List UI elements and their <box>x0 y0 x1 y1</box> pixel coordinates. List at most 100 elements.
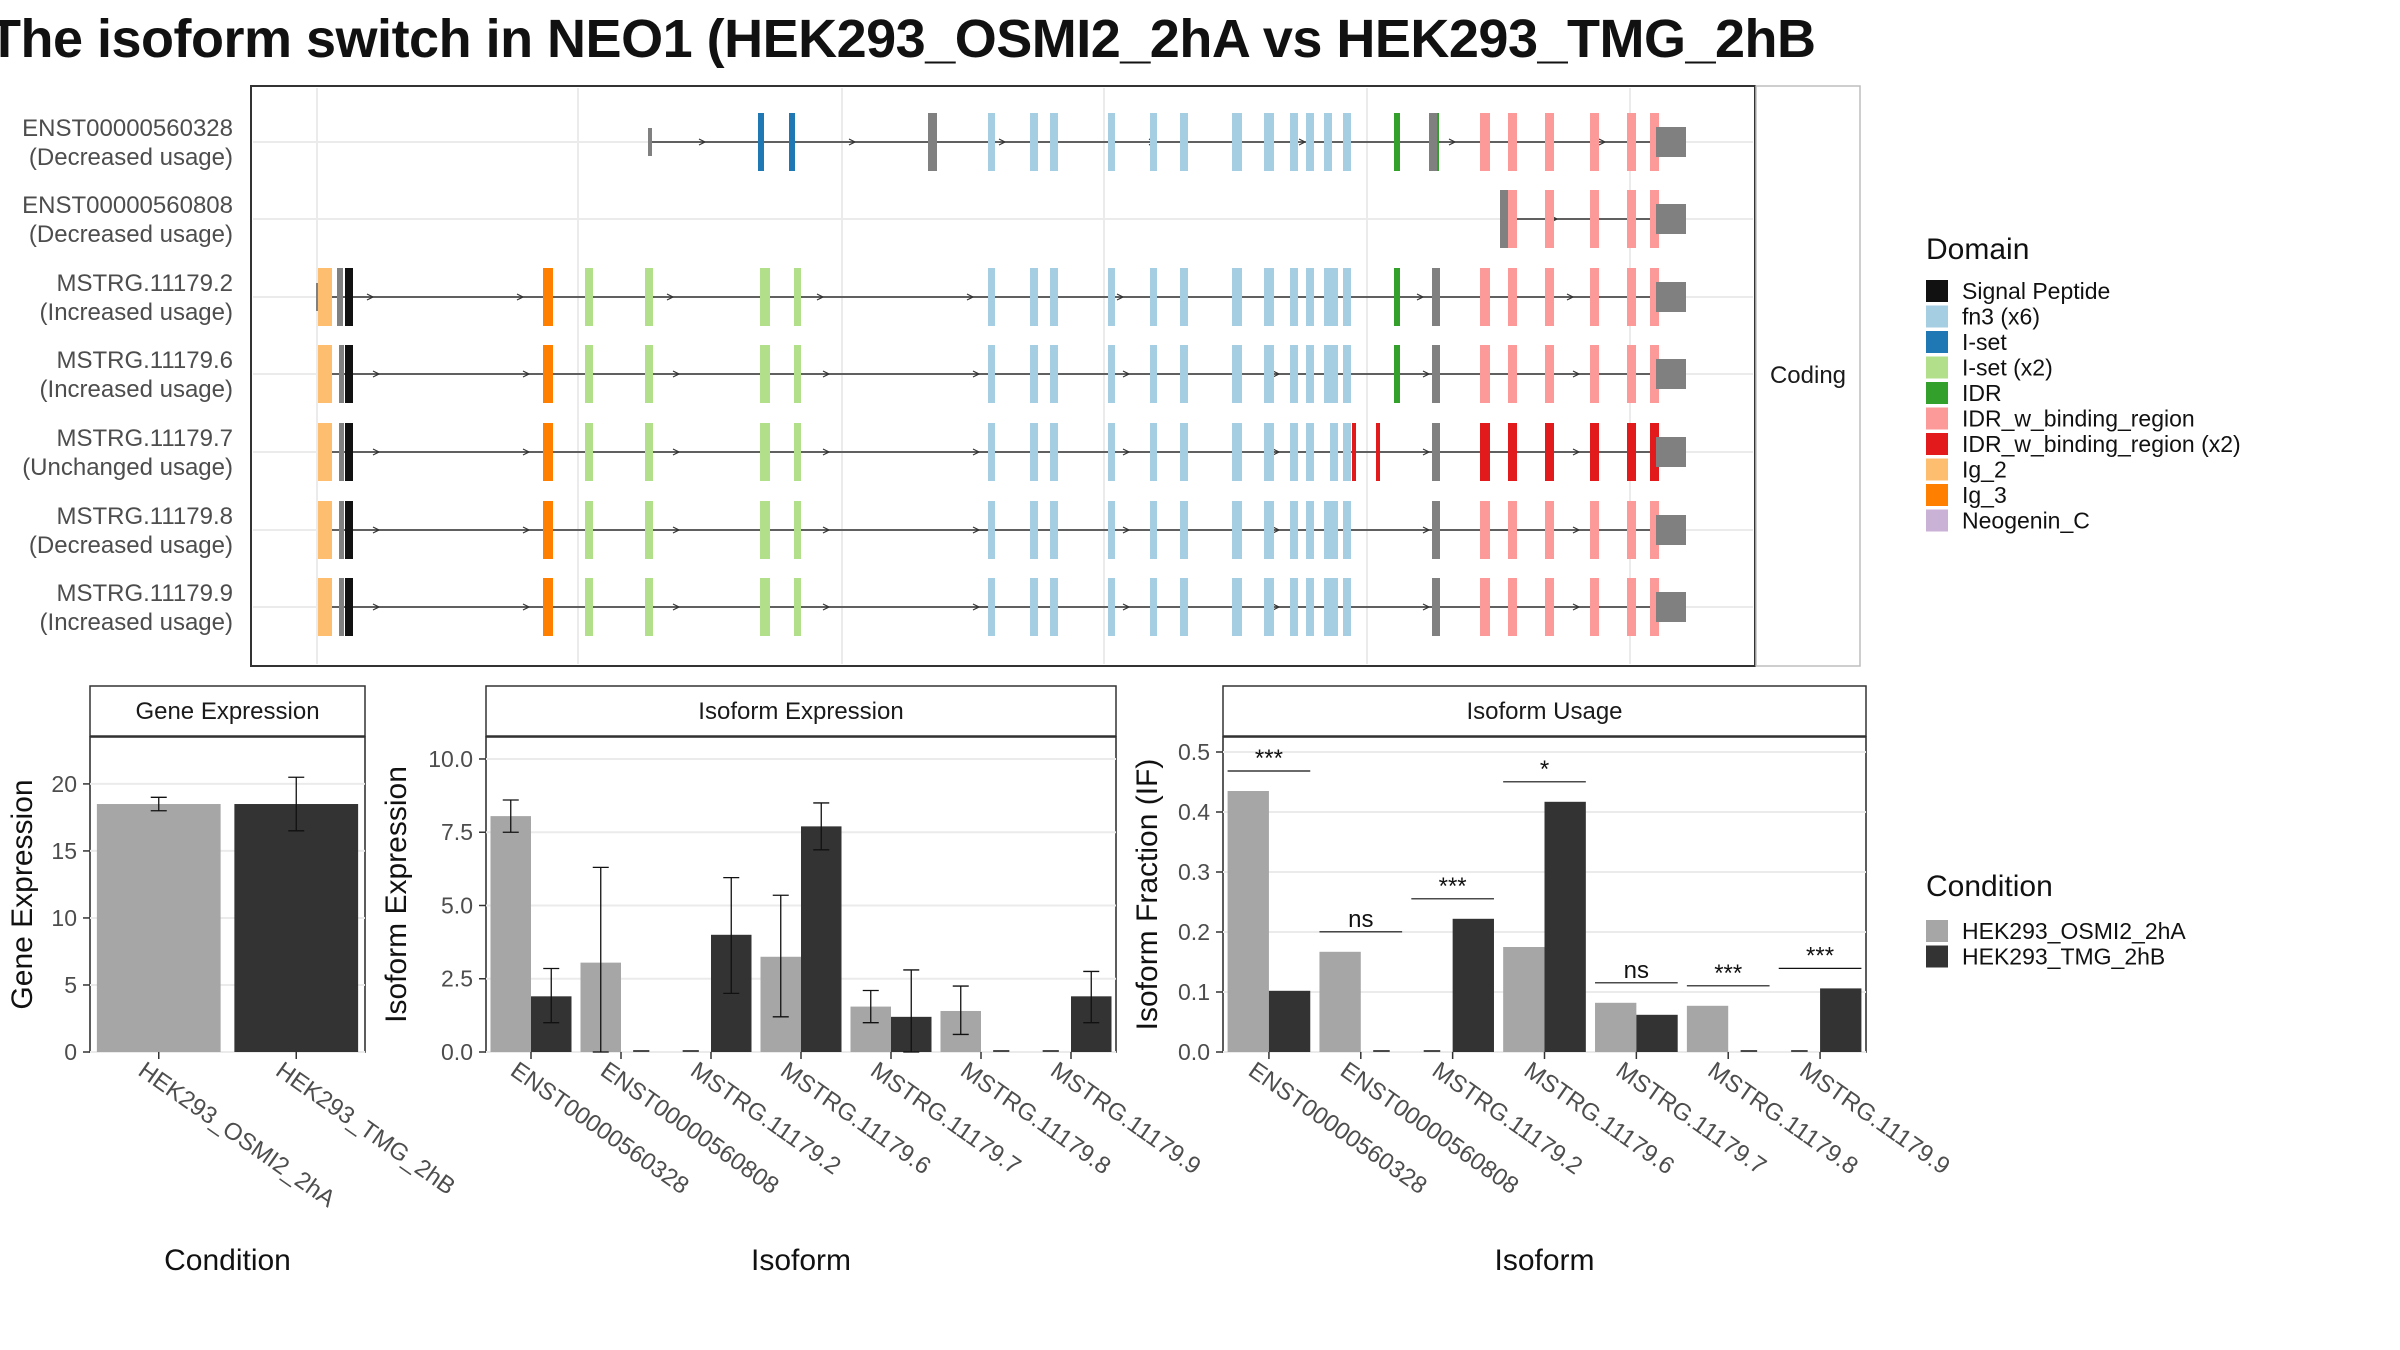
exon-block <box>1590 345 1599 403</box>
legend-key <box>1926 356 1948 379</box>
exon-block <box>760 501 770 559</box>
strand-arrow <box>372 603 381 611</box>
exon-block <box>1180 423 1188 481</box>
exon-block <box>339 501 344 559</box>
exon-block <box>318 268 332 326</box>
bar <box>1820 988 1862 1052</box>
exon-block <box>1480 501 1490 559</box>
exon-block <box>1150 578 1157 636</box>
transcript-track <box>318 423 1686 481</box>
exon-block <box>339 578 344 636</box>
exon-block <box>339 423 344 481</box>
strand-arrow <box>1572 603 1581 611</box>
strand-arrow <box>1572 526 1581 534</box>
exon-block <box>645 423 653 481</box>
transcript-track <box>648 113 1686 171</box>
exon-block <box>318 423 332 481</box>
legend-label: Neogenin_C <box>1962 508 2090 534</box>
exon-block <box>1343 268 1351 326</box>
legend-key <box>1926 305 1948 328</box>
legend-key <box>1926 458 1948 481</box>
exon-block <box>1264 578 1274 636</box>
y-tick-label: 2.5 <box>441 966 473 992</box>
significance-label: *** <box>1806 942 1834 969</box>
exon-block <box>1545 578 1554 636</box>
exon-block <box>645 501 653 559</box>
exon-block <box>318 578 332 636</box>
exon-block <box>1108 423 1115 481</box>
exon-block <box>543 578 553 636</box>
exon-block <box>1650 190 1659 248</box>
legend-key <box>1926 920 1948 942</box>
exon-block <box>988 501 995 559</box>
exon-block <box>1324 501 1332 559</box>
exon-block <box>1232 423 1242 481</box>
exon-block <box>1264 113 1274 171</box>
legend-key <box>1926 407 1948 430</box>
exon-block <box>1030 578 1038 636</box>
exon-block <box>1343 345 1351 403</box>
exon-block <box>1590 268 1599 326</box>
y-axis-title: Isoform Expression <box>380 766 413 1023</box>
significance-label: ns <box>1624 957 1649 984</box>
exon-block <box>1150 113 1157 171</box>
bar <box>1503 947 1545 1052</box>
significance-label: * <box>1540 756 1549 783</box>
exon-block <box>1030 113 1038 171</box>
exon-block <box>1264 268 1274 326</box>
exon-block <box>1480 268 1490 326</box>
y-axis-title: Gene Expression <box>6 779 39 1009</box>
bar <box>96 804 221 1052</box>
strand-arrow <box>1298 138 1307 146</box>
y-tick-label: 0.4 <box>1178 799 1210 825</box>
exon-block <box>1264 345 1274 403</box>
exon-block <box>339 345 344 403</box>
exon-block <box>1306 578 1314 636</box>
strand-arrow <box>1122 526 1131 534</box>
exon-block <box>1432 345 1440 403</box>
strand-arrow <box>1572 448 1581 456</box>
exon-block <box>1650 578 1659 636</box>
y-tick-label: 0.5 <box>1178 739 1210 765</box>
significance-label: ns <box>1348 906 1373 933</box>
transcript-track <box>318 345 1686 403</box>
bar <box>490 816 531 1052</box>
exon-block <box>1108 501 1115 559</box>
exon-block <box>1108 268 1115 326</box>
strand-arrow <box>522 370 531 378</box>
exon-block <box>1432 268 1440 326</box>
transcript-usage-label: (Decreased usage) <box>29 221 233 248</box>
strand-arrow <box>1272 526 1281 534</box>
y-tick-label: 0.3 <box>1178 859 1210 885</box>
exon-block <box>345 578 353 636</box>
x-tick-label: MSTRG.11179.8 <box>956 1057 1116 1180</box>
x-tick-label: MSTRG.11179.2 <box>686 1057 846 1180</box>
x-axis-title: Condition <box>164 1244 291 1277</box>
strand-arrow <box>522 448 531 456</box>
gene-expression-chart: Gene Expression05101520HEK293_OSMI2_2hAH… <box>6 685 460 1277</box>
legend-key <box>1926 382 1948 404</box>
legend-label: Signal Peptide <box>1962 278 2110 304</box>
legend-label: HEK293_OSMI2_2hA <box>1962 918 2186 944</box>
exon-block <box>1650 268 1659 326</box>
x-tick-label: MSTRG.11179.9 <box>1795 1057 1955 1180</box>
exon-block <box>1306 113 1314 171</box>
strand-arrow <box>1122 603 1131 611</box>
legend-key <box>1926 484 1948 506</box>
legend-label: I-set <box>1962 329 2007 355</box>
utr-block <box>1656 282 1686 312</box>
exon-block <box>1545 113 1554 171</box>
exon-block <box>1330 578 1338 636</box>
exon-block <box>1264 501 1274 559</box>
exon-block <box>760 423 770 481</box>
exon-block <box>1232 268 1242 326</box>
exon-block <box>1330 345 1338 403</box>
exon-block <box>760 345 770 403</box>
transcript-id-label: MSTRG.11179.2 <box>56 270 233 297</box>
strand-arrow <box>1422 448 1431 456</box>
strand-arrow <box>1122 370 1131 378</box>
strand-arrow <box>666 293 675 301</box>
exon-block <box>1480 113 1490 171</box>
strand-arrow <box>698 138 707 146</box>
